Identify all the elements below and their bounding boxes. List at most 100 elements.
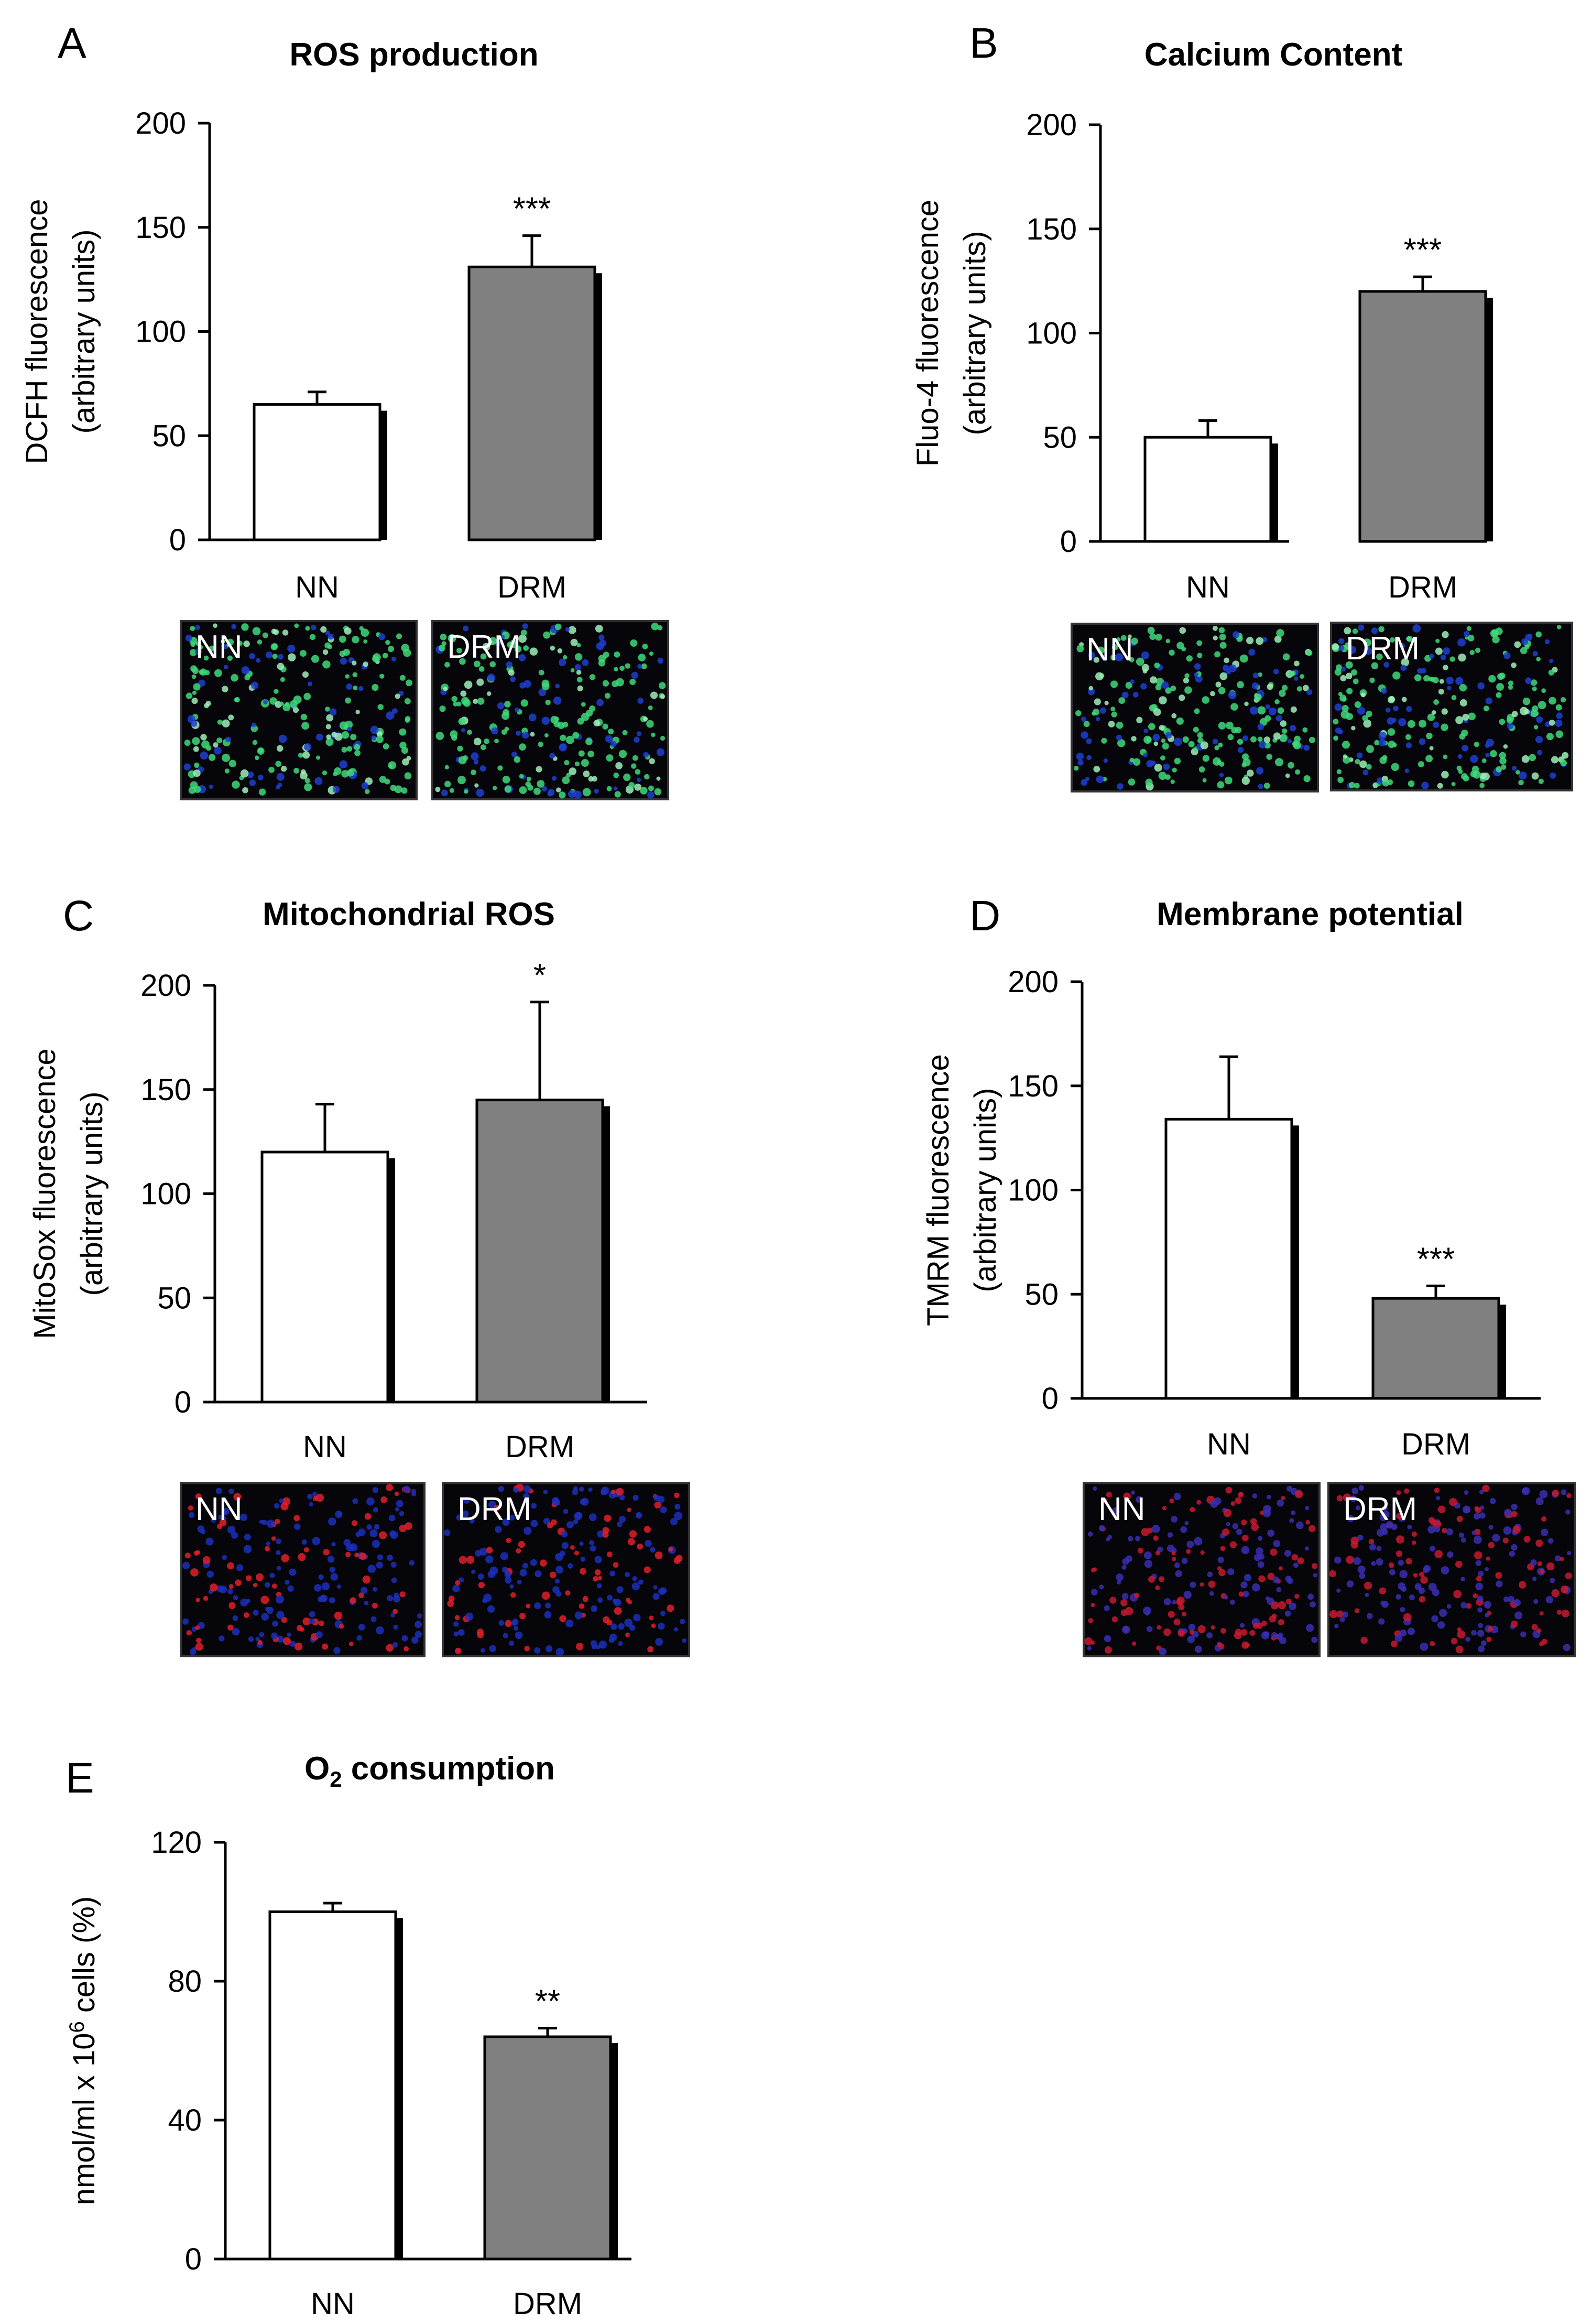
- micrograph-cell: [1552, 1490, 1560, 1497]
- micrograph-cell: [1530, 679, 1538, 686]
- micrograph-cell: [1287, 739, 1292, 744]
- micrograph-cell: [1387, 728, 1395, 736]
- micrograph-cell: [1229, 1599, 1235, 1605]
- micrograph-cell: [1252, 1493, 1258, 1498]
- micrograph-cell: [573, 790, 582, 799]
- micrograph-cell: [218, 1514, 224, 1520]
- micrograph-cell: [1117, 783, 1124, 790]
- micrograph-cell: [1382, 1506, 1388, 1512]
- bar-nn: [253, 403, 381, 541]
- micrograph-cell: [1484, 1567, 1489, 1572]
- micrograph-cell: [1364, 1581, 1372, 1590]
- micrograph-cell: [443, 1529, 451, 1536]
- micrograph-cell: [184, 1552, 191, 1559]
- micrograph-cell: [1371, 662, 1379, 669]
- micrograph-cell: [592, 1644, 597, 1649]
- micrograph-cell: [520, 699, 528, 707]
- micrograph-cell: [457, 1629, 465, 1636]
- micrograph-cell: [1456, 1515, 1463, 1522]
- micrograph-cell: [193, 683, 201, 691]
- micrograph-cell: [325, 707, 330, 712]
- micrograph-cell: [389, 1514, 396, 1522]
- micrograph-cell: [1335, 727, 1342, 734]
- micrograph-cell: [514, 707, 519, 712]
- micrograph-cell: [303, 1547, 309, 1552]
- micrograph-cell: [196, 1637, 202, 1643]
- micrograph-cell: [1102, 657, 1107, 661]
- chart-title-part: O: [304, 1751, 330, 1787]
- micrograph-cell: [1532, 1577, 1537, 1581]
- micrograph-cell: [366, 1497, 375, 1506]
- micrograph-cell: [1481, 1640, 1487, 1646]
- micrograph-cell: [304, 743, 312, 751]
- micrograph-cell: [1462, 1505, 1471, 1514]
- micrograph-cell: [1172, 767, 1177, 773]
- micrograph-label: DRM: [1343, 1491, 1417, 1527]
- micrograph-cell: [1344, 627, 1351, 635]
- micrograph-cell: [1366, 745, 1375, 753]
- micrograph-cell: [1358, 1485, 1365, 1491]
- micrograph-cell: [1530, 1559, 1537, 1566]
- micrograph-cell: [1263, 1631, 1270, 1637]
- micrograph-cell: [1414, 674, 1422, 682]
- micrograph-cell: [193, 786, 201, 793]
- micrograph-cell: [608, 729, 614, 735]
- micrograph-cell: [1143, 735, 1152, 744]
- micrograph-cell: [546, 1645, 553, 1653]
- micrograph-cell: [1288, 671, 1294, 677]
- micrograph-cell: [356, 1635, 362, 1641]
- micrograph-cell: [1347, 1515, 1355, 1523]
- micrograph-cell: [1206, 1632, 1213, 1639]
- micrograph-cell: [1270, 1548, 1278, 1556]
- micrograph-cell: [1466, 626, 1471, 631]
- micrograph-cell: [394, 785, 402, 794]
- micrograph-cell: [1378, 739, 1387, 746]
- micrograph-cell: [1531, 772, 1539, 780]
- micrograph-cell: [1135, 1536, 1141, 1541]
- micrograph-cell: [257, 639, 263, 645]
- micrograph-cell: [514, 1626, 519, 1631]
- micrograph-cell: [530, 1519, 538, 1527]
- micrograph-cell: [633, 1614, 641, 1622]
- micrograph-cell: [1263, 736, 1271, 743]
- micrograph-cell: [334, 732, 343, 741]
- micrograph-cell: [1429, 1545, 1436, 1552]
- micrograph-cell: [1468, 712, 1476, 721]
- micrograph-cell: [1539, 1490, 1548, 1498]
- micrograph-cell: [562, 655, 568, 660]
- micrograph-cell: [1399, 1570, 1408, 1579]
- micrograph-cell: [1093, 766, 1100, 773]
- micrograph-cell: [294, 1642, 303, 1651]
- micrograph-cell: [1085, 777, 1090, 781]
- micrograph-cell: [1129, 657, 1135, 663]
- micrograph-cell: [1446, 1528, 1454, 1536]
- micrograph-cell: [1404, 1488, 1410, 1494]
- micrograph-cell: [1378, 1618, 1385, 1625]
- micrograph-cell: [1155, 1585, 1160, 1590]
- micrograph-cell: [1520, 1631, 1526, 1637]
- micrograph-cell: [1549, 720, 1555, 726]
- micrograph-cell: [1430, 677, 1435, 682]
- y-tick-label: 0: [1060, 525, 1077, 559]
- micrograph-cell: [477, 1573, 484, 1580]
- micrograph-cell: [1200, 741, 1208, 750]
- micrograph-cell: [563, 1508, 569, 1514]
- micrograph-cell: [1252, 1583, 1260, 1592]
- micrograph-cell: [625, 1632, 630, 1637]
- micrograph-cell: [1153, 1535, 1159, 1541]
- micrograph-cell: [597, 1597, 603, 1603]
- micrograph-cell: [628, 781, 635, 789]
- micrograph-cell: [1282, 653, 1290, 661]
- micrograph-cell: [504, 726, 509, 732]
- micrograph-cell: [394, 1592, 399, 1598]
- micrograph-cell: [1136, 657, 1144, 666]
- micrograph-cell: [1551, 756, 1558, 764]
- micrograph-cell: [221, 639, 225, 644]
- micrograph-cell: [1398, 1560, 1404, 1566]
- micrograph-cell: [552, 776, 557, 781]
- micrograph-cell: [654, 1501, 661, 1509]
- micrograph-cell: [394, 1491, 399, 1496]
- micrograph-cell: [1389, 637, 1395, 643]
- micrograph-cell: [1382, 779, 1390, 787]
